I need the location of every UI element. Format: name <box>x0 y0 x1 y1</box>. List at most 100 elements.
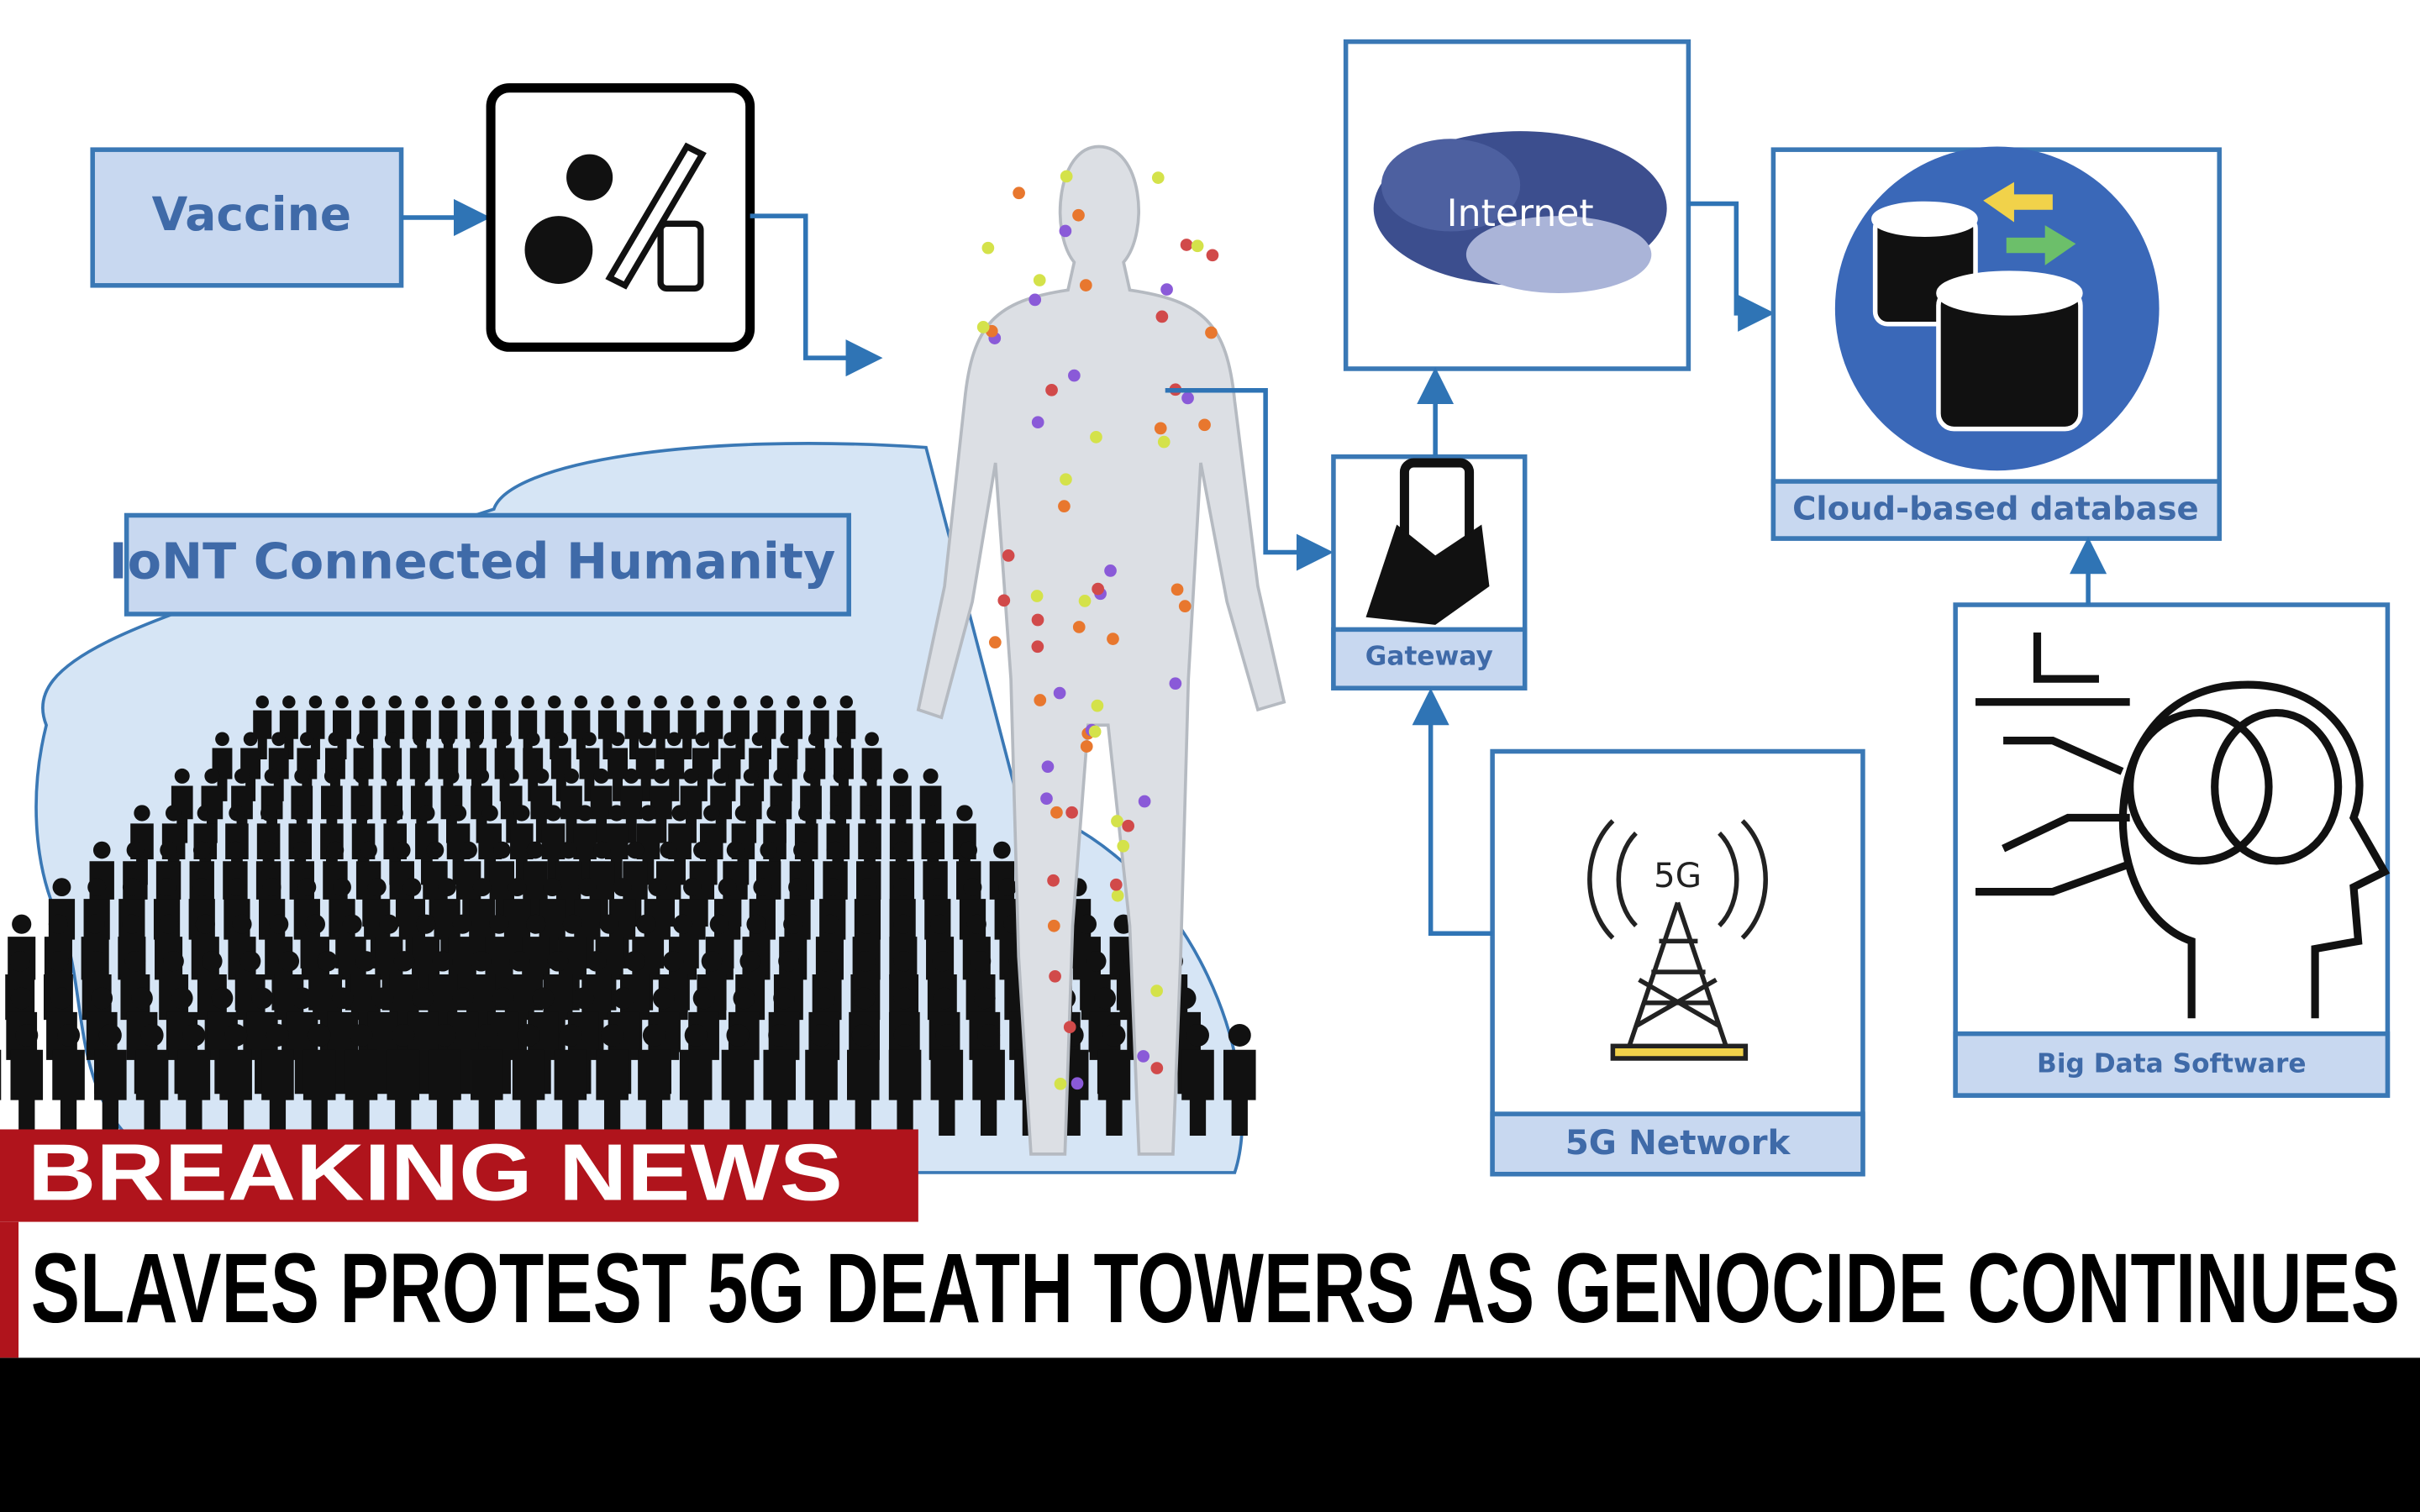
person-head <box>271 732 287 747</box>
person-head <box>517 1023 540 1047</box>
person-head <box>924 805 941 822</box>
person-head <box>331 987 354 1010</box>
person-head <box>182 1023 206 1047</box>
person-body <box>171 785 193 843</box>
person-head <box>778 951 799 972</box>
person-body <box>345 1049 378 1137</box>
person-body <box>763 1049 797 1137</box>
tag-dot <box>1013 186 1025 200</box>
person-head <box>826 841 844 859</box>
person-head <box>503 768 519 784</box>
person-head <box>703 805 720 822</box>
person-head <box>158 914 179 934</box>
database-band <box>1770 479 2222 541</box>
person <box>720 732 741 801</box>
person <box>429 1023 461 1137</box>
person-body <box>389 861 414 927</box>
person-body <box>757 710 776 760</box>
person-head <box>829 805 846 822</box>
person-head <box>418 805 435 822</box>
person-head <box>416 914 436 934</box>
tag-dot <box>1090 431 1102 444</box>
person <box>478 805 502 885</box>
person-head <box>232 914 252 934</box>
person-head <box>673 914 693 934</box>
person-head <box>392 841 411 859</box>
person <box>689 841 715 927</box>
person-body <box>699 823 723 885</box>
person-body <box>930 1049 964 1137</box>
person-head <box>751 732 766 747</box>
tag-dot <box>1088 725 1102 738</box>
person-body <box>423 861 448 927</box>
person-head <box>481 805 498 822</box>
tag-dot <box>1047 874 1060 887</box>
person-head <box>493 841 511 859</box>
person-head <box>52 878 71 897</box>
person-head <box>192 841 211 859</box>
person-head <box>297 878 317 897</box>
arrow <box>1165 387 1334 571</box>
person-head <box>893 914 913 934</box>
vaccine-box <box>90 147 404 288</box>
person <box>805 1023 838 1137</box>
person-head <box>355 805 372 822</box>
person-head <box>98 1023 122 1047</box>
person-head <box>1086 951 1107 972</box>
person-head <box>626 841 644 859</box>
person-head <box>388 696 402 709</box>
headline-bar <box>0 1221 2420 1358</box>
person-head <box>642 1023 666 1047</box>
person-head <box>294 768 310 784</box>
person <box>544 696 564 760</box>
person-head <box>773 987 795 1010</box>
person <box>651 696 671 760</box>
person <box>466 951 496 1053</box>
person <box>219 1023 252 1137</box>
person-body <box>333 710 352 760</box>
person-body <box>544 710 564 760</box>
person <box>171 768 193 843</box>
person-head <box>57 1023 81 1047</box>
person-head <box>639 732 654 747</box>
person-head <box>450 805 467 822</box>
person-head <box>525 732 540 747</box>
tag-dot <box>1040 792 1053 806</box>
person-head <box>9 951 30 972</box>
person <box>730 696 750 760</box>
person-head <box>426 841 445 859</box>
person-head <box>131 987 153 1010</box>
tag-dot <box>1198 418 1211 432</box>
tag-dot <box>1059 224 1072 238</box>
person-body <box>579 748 600 801</box>
person <box>302 1023 336 1137</box>
person <box>94 1023 127 1137</box>
person <box>721 1023 755 1137</box>
person-head <box>472 878 492 897</box>
gateway-band <box>1331 627 1528 690</box>
person-head <box>639 805 657 822</box>
person <box>177 1023 211 1137</box>
person-head <box>726 841 744 859</box>
database-icon <box>1871 181 2083 432</box>
human-figure <box>916 144 1286 1156</box>
person-head <box>753 878 772 897</box>
person <box>1181 1023 1214 1137</box>
person <box>677 696 697 760</box>
person-head <box>892 768 908 784</box>
tag-dot <box>1034 694 1047 706</box>
person-head <box>497 732 512 747</box>
person-head <box>441 732 455 747</box>
person-head <box>264 768 280 784</box>
person-head <box>652 987 675 1010</box>
tag-dot <box>1072 208 1085 222</box>
tag-dot <box>1054 1077 1067 1090</box>
person-head <box>85 914 105 934</box>
tag-dot <box>1030 590 1044 602</box>
person-head <box>709 914 729 934</box>
tag-dot <box>1047 919 1060 932</box>
person-head <box>526 914 546 934</box>
person-head <box>548 696 561 709</box>
person-head <box>160 841 177 859</box>
